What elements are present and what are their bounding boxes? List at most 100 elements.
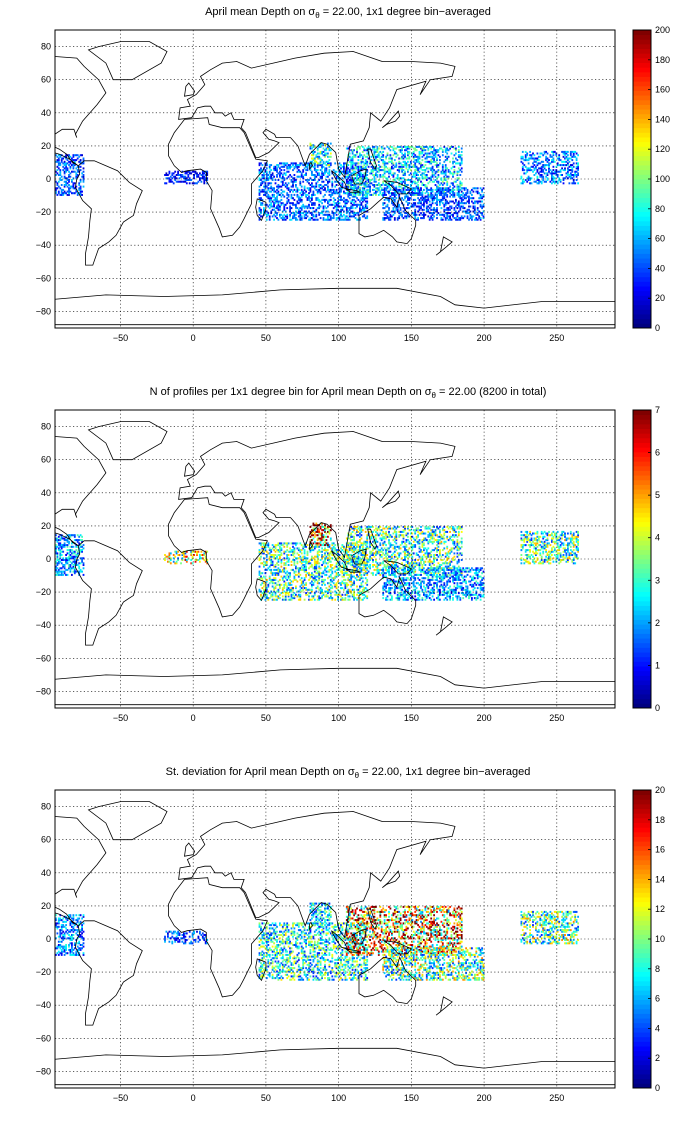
heatmap-cell: [354, 193, 357, 196]
heatmap-cell: [335, 184, 338, 187]
heatmap-cell: [306, 562, 309, 565]
heatmap-cell: [399, 190, 402, 193]
heatmap-cell: [408, 155, 411, 158]
heatmap-cell: [331, 580, 334, 583]
heatmap-cell: [549, 169, 552, 172]
heatmap-cell: [59, 544, 62, 547]
heatmap-cell: [63, 160, 66, 163]
heatmap-cell: [441, 149, 444, 152]
heatmap-cell: [73, 570, 76, 573]
heatmap-cell: [382, 192, 385, 195]
colorbar-segment: [633, 276, 651, 282]
heatmap-cell: [431, 217, 434, 220]
heatmap-cell: [168, 560, 171, 563]
heatmap-cell: [343, 573, 345, 576]
heatmap-cell: [363, 215, 366, 218]
heatmap-cell: [82, 162, 85, 165]
heatmap-cell: [201, 177, 204, 180]
heatmap-cell: [430, 193, 433, 196]
heatmap-cell: [479, 197, 482, 200]
heatmap-cell: [270, 185, 273, 188]
heatmap-cell: [271, 555, 274, 558]
heatmap-cell: [443, 197, 446, 200]
heatmap-cell: [319, 150, 322, 153]
heatmap-cell: [553, 182, 556, 185]
heatmap-cell: [367, 190, 370, 193]
heatmap-cell: [453, 154, 456, 157]
heatmap-cell: [356, 188, 358, 191]
heatmap-cell: [75, 167, 78, 170]
heatmap-cell: [193, 182, 195, 185]
heatmap-cell: [297, 212, 300, 215]
heatmap-cell: [303, 557, 306, 560]
heatmap-cell: [281, 184, 284, 187]
heatmap-cell: [315, 170, 318, 173]
heatmap-cell: [315, 208, 318, 211]
heatmap-cell: [364, 177, 367, 180]
heatmap-cell: [277, 203, 280, 206]
heatmap-cell: [313, 162, 316, 165]
heatmap-cell: [351, 215, 354, 218]
heatmap-cell: [265, 179, 268, 182]
heatmap-cell: [392, 174, 395, 177]
heatmap-cell: [274, 547, 277, 550]
heatmap-cell: [351, 152, 354, 155]
heatmap-cell: [363, 208, 366, 211]
heatmap-cell: [357, 187, 360, 190]
heatmap-cell: [575, 165, 578, 168]
heatmap-cell: [73, 534, 76, 537]
heatmap-cell: [533, 160, 536, 163]
heatmap-cell: [309, 577, 312, 580]
heatmap-cell: [466, 192, 469, 195]
heatmap-cell: [305, 210, 307, 213]
heatmap-cell: [412, 152, 415, 155]
colorbar-segment: [633, 211, 651, 217]
heatmap-cell: [260, 208, 262, 211]
heatmap-cell: [364, 203, 367, 206]
heatmap-cell: [59, 552, 62, 555]
heatmap-cell: [312, 192, 315, 195]
heatmap-cell: [364, 207, 367, 210]
heatmap-cell: [361, 145, 364, 148]
heatmap-cell: [455, 217, 457, 220]
heatmap-cell: [199, 555, 201, 558]
heatmap-cell: [340, 187, 342, 190]
heatmap-cell: [270, 560, 273, 563]
heatmap-cell: [325, 154, 328, 157]
heatmap-cell: [524, 159, 527, 162]
heatmap-cell: [191, 550, 194, 553]
heatmap-cell: [424, 169, 427, 172]
heatmap-cell: [376, 170, 379, 173]
heatmap-cell: [316, 560, 319, 563]
heatmap-cell: [271, 187, 274, 190]
heatmap-cell: [420, 207, 422, 210]
heatmap-cell: [334, 559, 337, 562]
heatmap-cell: [197, 180, 200, 183]
heatmap-cell: [324, 578, 326, 581]
heatmap-cell: [431, 193, 434, 196]
heatmap-cell: [69, 155, 72, 158]
heatmap-cell: [79, 545, 82, 548]
heatmap-cell: [261, 547, 264, 550]
heatmap-cell: [72, 570, 75, 573]
colorbar-segment: [633, 258, 651, 264]
heatmap-cell: [441, 187, 444, 190]
colorbar-segment: [633, 192, 651, 199]
heatmap-cell: [319, 200, 322, 203]
heatmap-cell: [265, 192, 268, 195]
heatmap-cell: [353, 203, 355, 206]
heatmap-cell: [289, 218, 291, 221]
heatmap-cell: [392, 164, 395, 167]
heatmap-cell: [274, 207, 277, 210]
heatmap-cell: [343, 550, 345, 553]
heatmap-cell: [409, 185, 412, 188]
heatmap-cell: [284, 172, 287, 175]
heatmap-cell: [203, 180, 206, 183]
heatmap-cell: [76, 157, 79, 160]
heatmap-cell: [555, 165, 558, 168]
heatmap-cell: [325, 160, 328, 163]
heatmap-cell: [290, 180, 293, 183]
coastline: [74, 160, 143, 266]
heatmap-cell: [292, 180, 294, 183]
heatmap-cell: [340, 167, 342, 170]
